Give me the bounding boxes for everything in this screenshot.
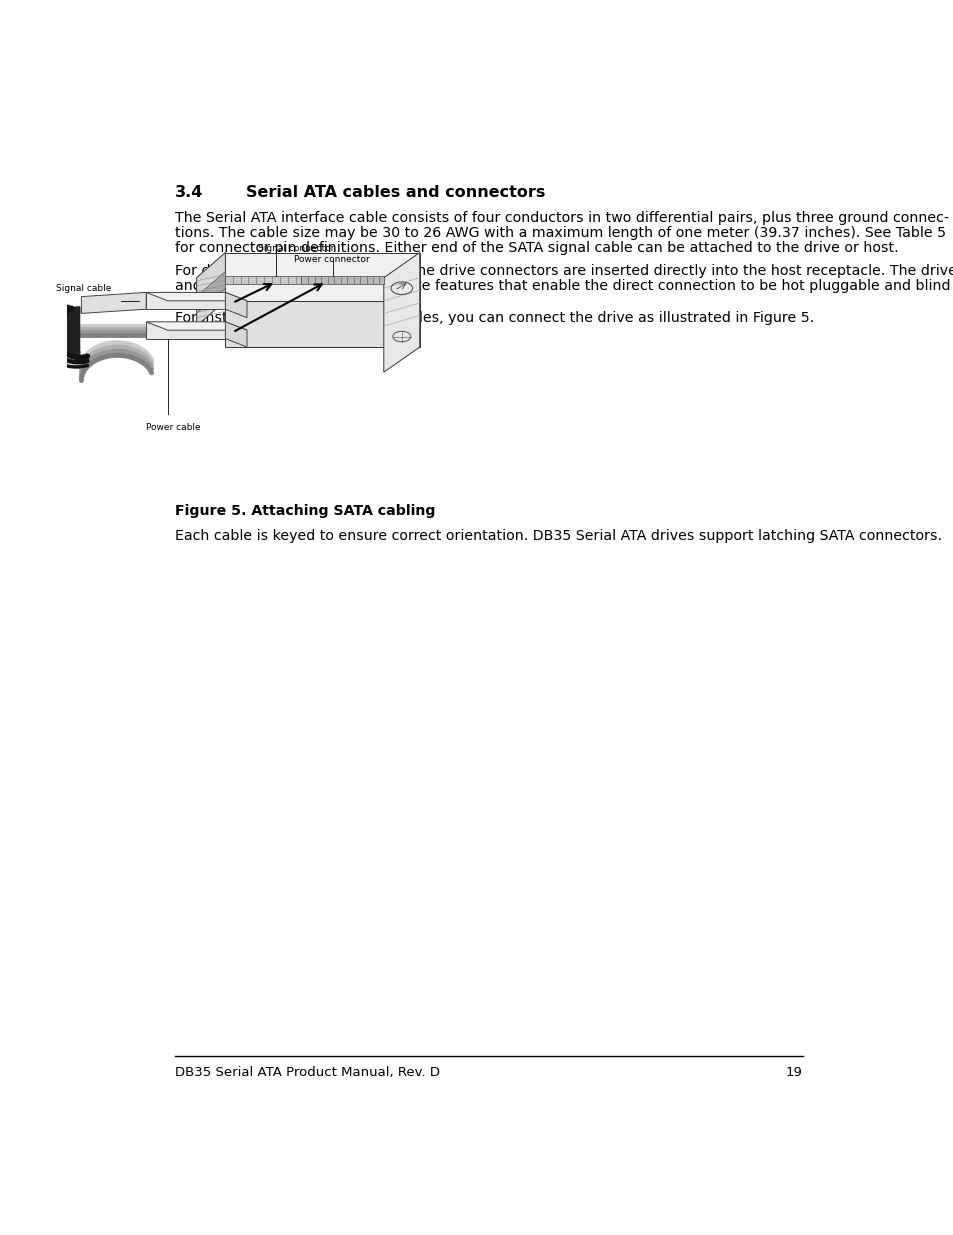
Text: mateable.: mateable. (174, 294, 247, 308)
Polygon shape (301, 275, 383, 284)
Text: for connector pin definitions. Either end of the SATA signal cable can be attach: for connector pin definitions. Either en… (174, 241, 898, 256)
Text: DB35 Serial ATA Product Manual, Rev. D: DB35 Serial ATA Product Manual, Rev. D (174, 1066, 439, 1079)
Text: For direct backplane connection, the drive connectors are inserted directly into: For direct backplane connection, the dri… (174, 264, 953, 278)
Polygon shape (146, 322, 225, 338)
Polygon shape (225, 275, 301, 284)
Text: tions. The cable size may be 30 to 26 AWG with a maximum length of one meter (39: tions. The cable size may be 30 to 26 AW… (174, 226, 945, 241)
Polygon shape (225, 301, 419, 347)
Polygon shape (225, 293, 247, 317)
Polygon shape (225, 322, 247, 347)
Text: and the host receptacle incorporate features that enable the direct connection t: and the host receptacle incorporate feat… (174, 279, 949, 293)
Polygon shape (54, 308, 79, 357)
Text: Each cable is keyed to ensure correct orientation. DB35 Serial ATA drives suppor: Each cable is keyed to ensure correct or… (174, 530, 941, 543)
Text: Power connector: Power connector (294, 254, 369, 263)
Text: 19: 19 (785, 1066, 802, 1079)
Polygon shape (196, 272, 225, 314)
Polygon shape (225, 252, 419, 301)
Polygon shape (196, 252, 225, 326)
Text: Serial ATA cables and connectors: Serial ATA cables and connectors (246, 185, 545, 200)
Text: The Serial ATA interface cable consists of four conductors in two differential p: The Serial ATA interface cable consists … (174, 211, 948, 225)
Polygon shape (383, 252, 419, 372)
Polygon shape (81, 293, 146, 314)
Text: Signal cable: Signal cable (56, 284, 112, 293)
Text: Power cable: Power cable (146, 422, 201, 431)
Polygon shape (146, 293, 225, 309)
Text: For installations which require cables, you can connect the drive as illustrated: For installations which require cables, … (174, 311, 814, 326)
Text: 3.4: 3.4 (174, 185, 203, 200)
Text: Figure 5. Attaching SATA cabling: Figure 5. Attaching SATA cabling (174, 504, 436, 517)
Polygon shape (146, 293, 247, 301)
Polygon shape (146, 322, 247, 330)
Text: Signal connector: Signal connector (257, 245, 334, 253)
Polygon shape (54, 308, 79, 357)
